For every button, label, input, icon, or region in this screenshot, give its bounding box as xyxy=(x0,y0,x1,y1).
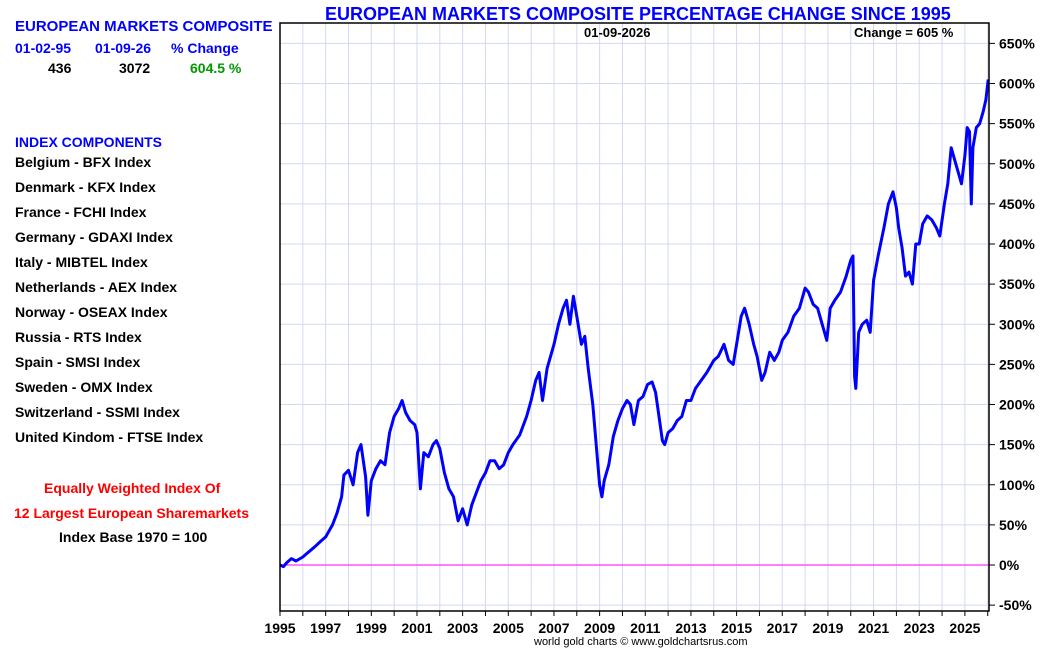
percent-change-header: % Change xyxy=(171,40,239,56)
y-tick-label: 500% xyxy=(999,156,1035,172)
y-tick-label: -50% xyxy=(999,597,1032,613)
start-value: 436 xyxy=(48,60,72,76)
x-tick-label: 2003 xyxy=(447,620,478,636)
x-tick-label: 2011 xyxy=(630,620,661,636)
x-tick-label: 2021 xyxy=(858,620,889,636)
change-annotation: Change = 605 % xyxy=(854,25,954,40)
end-date-header: 01-09-26 xyxy=(95,40,152,56)
y-tick-label: 150% xyxy=(999,437,1035,453)
index-components-title: INDEX COMPONENTS xyxy=(15,134,163,150)
y-tick-label: 100% xyxy=(999,477,1035,493)
y-tick-label: 650% xyxy=(999,35,1035,51)
x-tick-label: 2009 xyxy=(584,620,615,636)
y-axis: -50% 0% 50% 100% 150% 200% 250% 300% 350% 400% 450… xyxy=(989,35,1035,613)
start-date-header: 01-02-95 xyxy=(15,40,72,56)
component-item: Netherlands - AEX Index xyxy=(15,279,178,295)
component-item: France - FCHI Index xyxy=(15,204,147,220)
x-tick-label: 2001 xyxy=(401,620,432,636)
series-line-composite xyxy=(279,79,990,569)
x-tick-label: 2025 xyxy=(949,620,980,636)
x-tick-label: 2015 xyxy=(721,620,752,636)
x-tick-label: 2013 xyxy=(675,620,706,636)
y-tick-label: 400% xyxy=(999,236,1035,252)
y-tick-label: 0% xyxy=(999,557,1020,573)
note-index-base: Index Base 1970 = 100 xyxy=(59,529,208,545)
chart-title: EUROPEAN MARKETS COMPOSITE PERCENTAGE CH… xyxy=(325,4,951,24)
horizontal-gridlines xyxy=(280,42,989,606)
vertical-gridlines xyxy=(302,23,989,611)
x-tick-label: 2019 xyxy=(812,620,843,636)
y-tick-label: 200% xyxy=(999,397,1035,413)
component-item: Switzerland - SSMI Index xyxy=(15,404,180,420)
component-item: Italy - MIBTEL Index xyxy=(15,254,148,270)
composite-title: EUROPEAN MARKETS COMPOSITE xyxy=(15,18,273,35)
y-tick-label: 250% xyxy=(999,356,1035,372)
x-axis: 1995 1997 1999 2001 2003 2005 2007 2009 2011 2013… xyxy=(264,611,989,636)
component-item: Russia - RTS Index xyxy=(15,329,142,345)
y-tick-label: 50% xyxy=(999,517,1028,533)
y-tick-label: 350% xyxy=(999,276,1035,292)
component-item: Spain - SMSI Index xyxy=(15,354,141,370)
note-largest-markets: 12 Largest European Sharemarkets xyxy=(14,505,249,521)
x-tick-label: 2023 xyxy=(904,620,935,636)
plot-frame xyxy=(279,22,990,612)
percent-change-value: 604.5 % xyxy=(190,60,242,76)
x-tick-label: 2017 xyxy=(767,620,798,636)
y-tick-label: 450% xyxy=(999,196,1035,212)
component-item: Denmark - KFX Index xyxy=(15,179,156,195)
y-tick-label: 550% xyxy=(999,116,1035,132)
x-tick-label: 1997 xyxy=(310,620,341,636)
component-item: Sweden - OMX Index xyxy=(15,379,153,395)
date-annotation: 01-09-2026 xyxy=(584,25,651,40)
x-tick-label: 1995 xyxy=(264,620,295,636)
footer-credit: world gold charts © www.goldchartsrus.co… xyxy=(534,636,748,648)
end-value: 3072 xyxy=(119,60,151,76)
component-item: Germany - GDAXI Index xyxy=(15,229,173,245)
component-item: Norway - OSEAX Index xyxy=(15,304,168,320)
component-item: United Kindom - FTSE Index xyxy=(15,429,204,445)
component-item: Belgium - BFX Index xyxy=(15,154,152,170)
x-tick-label: 1999 xyxy=(356,620,387,636)
y-tick-label: 600% xyxy=(999,76,1035,92)
x-tick-label: 2007 xyxy=(538,620,569,636)
x-tick-label: 2005 xyxy=(493,620,524,636)
note-equally-weighted: Equally Weighted Index Of xyxy=(44,480,221,496)
y-tick-label: 300% xyxy=(999,316,1035,332)
